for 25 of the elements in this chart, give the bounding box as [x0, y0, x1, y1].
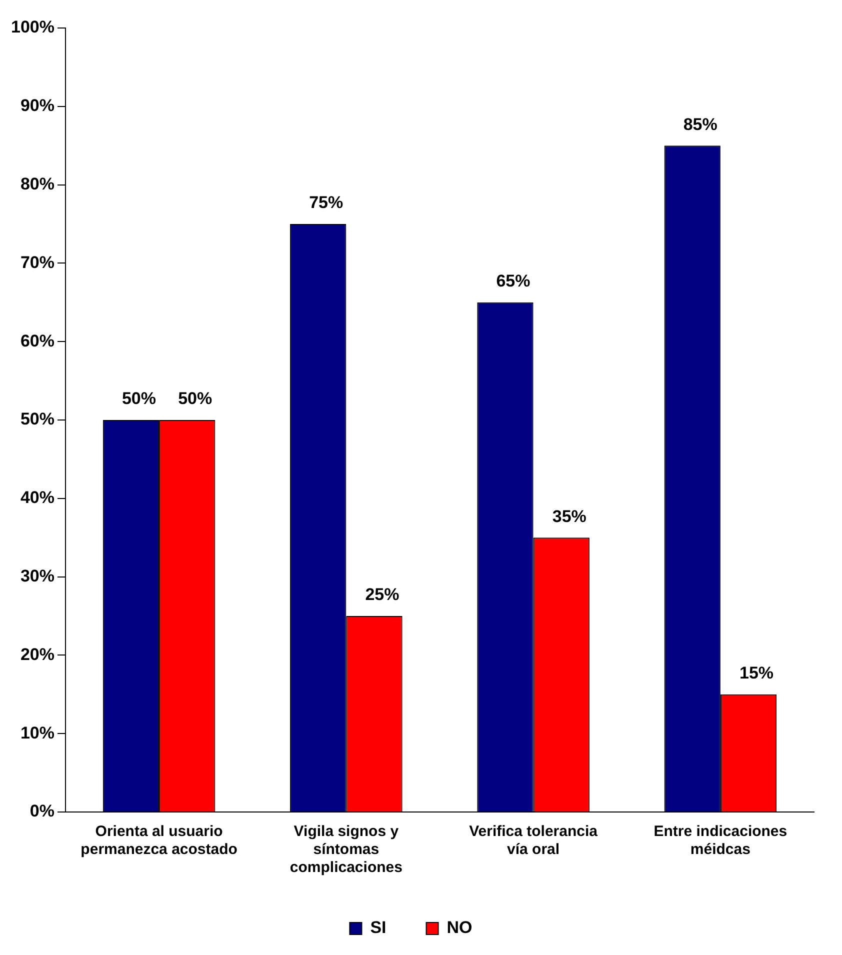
data-label: 50%	[178, 389, 212, 408]
y-tick-label: 70%	[20, 252, 54, 272]
y-tick-label: 60%	[20, 331, 54, 350]
data-label: 85%	[683, 114, 718, 134]
y-tick-label: 30%	[20, 566, 54, 586]
data-label: 15%	[739, 664, 774, 683]
data-label: 65%	[496, 272, 530, 291]
y-tick-label: 10%	[20, 723, 54, 742]
x-tick-label: Orienta al usuario permanezca acostado	[80, 823, 238, 858]
y-tick-label: 100%	[10, 18, 54, 37]
y-tick-label: 90%	[20, 96, 54, 116]
data-label: 25%	[365, 585, 400, 604]
x-tick-label: Verifica tolerancia vía oral	[469, 823, 598, 858]
legend-label: SI	[370, 918, 386, 938]
y-tick-label: 40%	[20, 488, 54, 508]
y-tick-label: 20%	[20, 644, 54, 664]
y-tick-label: 50%	[20, 410, 54, 429]
data-label: 50%	[122, 389, 156, 408]
x-tick-label: Vigila signos y síntomas complicaciones	[290, 823, 402, 876]
x-tick-label: Entre indicaciones méidcas	[654, 823, 788, 858]
y-tick-label: 80%	[20, 174, 54, 194]
y-tick-label: 0%	[30, 802, 54, 821]
legend-label: NO	[446, 918, 472, 938]
data-label: 35%	[552, 506, 586, 526]
data-label: 75%	[309, 193, 344, 212]
